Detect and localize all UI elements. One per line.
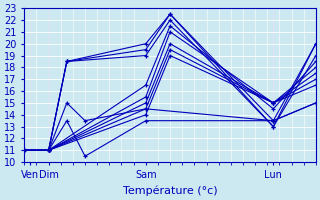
X-axis label: Température (°c): Température (°c) — [123, 185, 217, 196]
